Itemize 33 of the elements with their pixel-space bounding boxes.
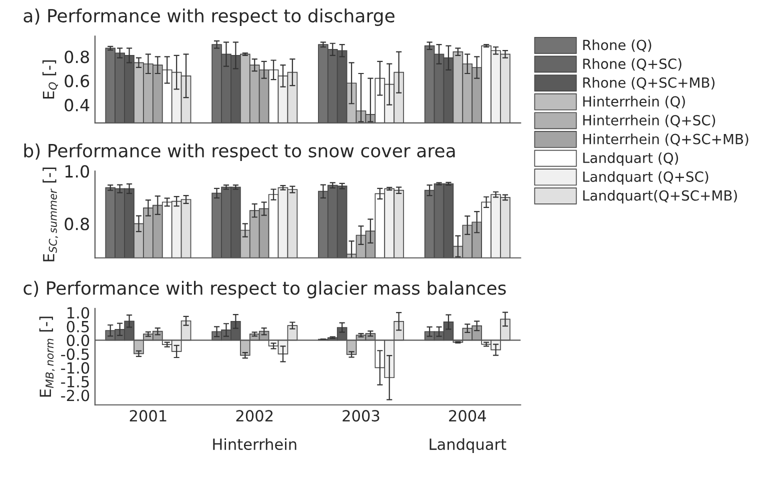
y-tick-label: -0.5 [61,348,89,360]
legend-label: Landquart (Q) [583,152,678,166]
legend-label: Landquart(Q+SC+MB) [583,190,737,204]
text: Hinterrhein [213,438,296,450]
x-tick-label: 2002 [236,410,273,422]
chart-title: b) Performance with respect to snow cover area [24,144,455,161]
x-tick-label: 2004 [449,410,486,422]
y-tick-label: 0.0 [66,334,90,346]
legend-label: Rhone (Q+SC+MB) [583,77,714,90]
y-tick-label: -2.0 [61,390,90,402]
text: Landquart [430,438,506,453]
x-tick-label: 2003 [342,410,380,422]
y-axis-title: E$_{MB,norm}$ [-] [39,316,55,397]
legend-label: Hinterrhein (Q) [583,96,685,108]
chart-title: c) Performance with respect to glacier mass balances [24,280,506,298]
y-tick-label: 1.0 [68,307,90,319]
legend-label: Rhone (Q) [583,39,652,52]
y-tick-label: -1.5 [61,376,89,388]
y-tick-label: 0.5 [66,320,89,332]
chart-title: a) Performance with respect to discharge [24,8,394,26]
y-axis-title: E$_{SC,summer}$ [-] [42,168,58,262]
legend-label: Hinterrhein (Q+SC+MB) [583,134,748,146]
y-tick-label: -1.0 [61,362,90,374]
x-tick-label: 2001 [130,410,166,422]
y-tick-label: 0.8 [64,50,89,64]
y-tick-label: 1.0 [65,165,90,178]
legend-label: Rhone (Q+SC) [583,58,682,71]
y-tick-label: 0.8 [64,218,89,230]
y-axis-title: E$_{Q}$ [-] [42,60,58,99]
y-tick-label: 0.6 [64,74,90,88]
legend-label: Landquart (Q+SC) [583,171,708,185]
y-tick-label: 0.4 [64,98,90,112]
legend-label: Hinterrhein (Q+SC) [583,114,716,128]
